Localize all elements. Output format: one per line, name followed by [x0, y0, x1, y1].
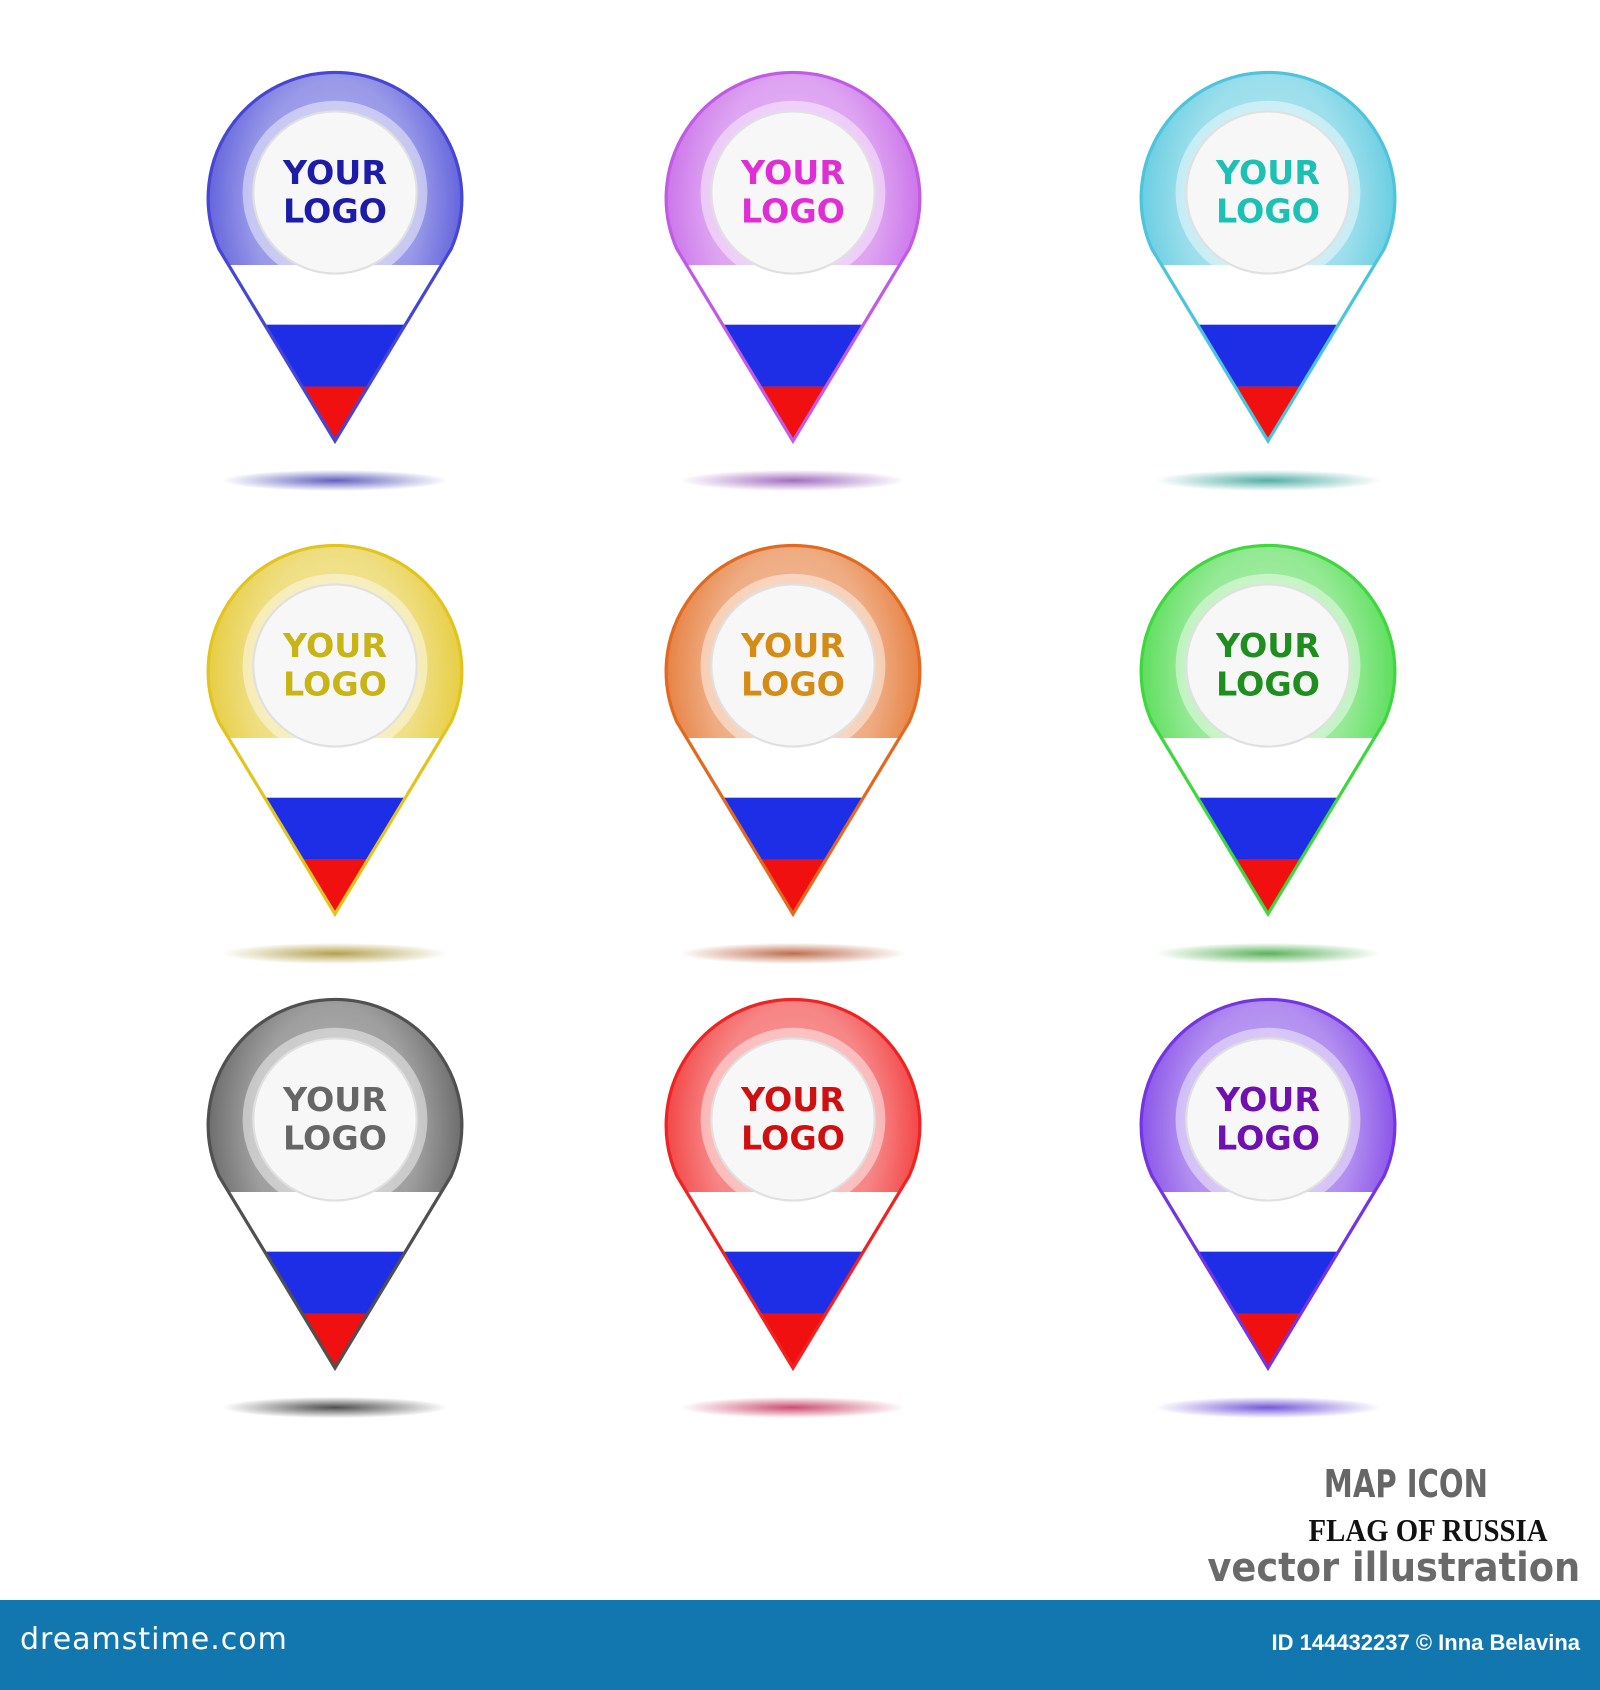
logo-text-line1: YOUR: [1215, 153, 1320, 192]
logo-placeholder-circle: [252, 110, 418, 275]
pin-shadow: [222, 942, 448, 965]
caption-subtitle: FLAG OF RUSSIA: [1309, 1512, 1548, 1548]
logo-text-line1: YOUR: [282, 626, 387, 665]
pin-outline: [206, 997, 464, 1372]
logo-text-line1: YOUR: [1215, 626, 1320, 665]
pin-shadow: [680, 942, 906, 965]
logo-text-line1: YOUR: [740, 153, 845, 192]
footer-bar: dreamstime.com ID 144432237 © Inna Belav…: [0, 1600, 1600, 1690]
pin-shadow: [1155, 469, 1381, 492]
image-credit: ID 144432237 © Inna Belavina: [1271, 1630, 1581, 1655]
logo-text-line2: LOGO: [1216, 664, 1320, 703]
pin-shadow: [222, 1396, 448, 1419]
logo-text-line1: YOUR: [740, 626, 845, 665]
logo-placeholder-circle: [1185, 583, 1351, 748]
pin-outline: [664, 70, 922, 445]
flag-blue-stripe: [1141, 324, 1395, 387]
logo-placeholder-circle: [252, 583, 418, 748]
flag-blue-stripe: [208, 1251, 462, 1314]
flag-blue-stripe: [666, 1251, 920, 1314]
pin-outline: [1139, 70, 1397, 445]
pin-outline: [206, 543, 464, 918]
logo-text-line1: YOUR: [282, 1080, 387, 1119]
flag-blue-stripe: [666, 797, 920, 860]
logo-text-line2: LOGO: [283, 191, 387, 230]
map-pin-grid: YOURLOGOYOURLOGOYOURLOGOYOURLOGOYOURLOGO…: [206, 70, 1397, 1419]
logo-placeholder-circle: [710, 1037, 876, 1202]
logo-text-line2: LOGO: [741, 664, 845, 703]
flag-blue-stripe: [1141, 1251, 1395, 1314]
pin-outline: [664, 997, 922, 1372]
pin-shadow: [222, 469, 448, 492]
pin-outline: [206, 70, 464, 445]
logo-text-line2: LOGO: [741, 191, 845, 230]
logo-text-line2: LOGO: [1216, 1118, 1320, 1157]
logo-text-line1: YOUR: [1215, 1080, 1320, 1119]
flag-blue-stripe: [208, 797, 462, 860]
logo-placeholder-circle: [1185, 1037, 1351, 1202]
flag-blue-stripe: [1141, 797, 1395, 860]
caption-title: MAP ICON: [1324, 1462, 1488, 1506]
pin-shadow: [680, 469, 906, 492]
logo-text-line2: LOGO: [283, 664, 387, 703]
pin-outline: [664, 543, 922, 918]
logo-placeholder-circle: [252, 1037, 418, 1202]
caption-description: vector illustration: [1207, 1545, 1580, 1591]
pin-shadow: [1155, 1396, 1381, 1419]
pin-shadow: [1155, 942, 1381, 965]
logo-placeholder-circle: [710, 583, 876, 748]
flag-blue-stripe: [208, 324, 462, 387]
logo-text-line2: LOGO: [741, 1118, 845, 1157]
logo-text-line1: YOUR: [282, 153, 387, 192]
logo-text-line2: LOGO: [283, 1118, 387, 1157]
logo-text-line2: LOGO: [1216, 191, 1320, 230]
logo-placeholder-circle: [710, 110, 876, 275]
pin-shadow: [680, 1396, 906, 1419]
flag-blue-stripe: [666, 324, 920, 387]
pin-outline: [1139, 543, 1397, 918]
logo-text-line1: YOUR: [740, 1080, 845, 1119]
logo-placeholder-circle: [1185, 110, 1351, 275]
pin-outline: [1139, 997, 1397, 1372]
dreamstime-logo[interactable]: dreamstime.com: [20, 1622, 288, 1657]
